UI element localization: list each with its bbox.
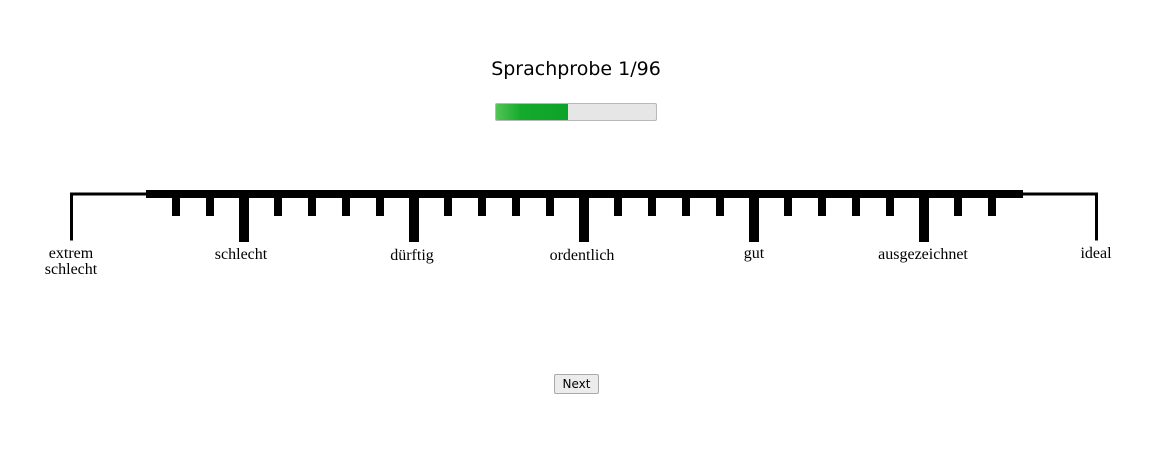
scale-minor-tick	[886, 194, 894, 216]
scale-major-tick	[919, 194, 929, 242]
scale-label-line: extrem	[48, 245, 94, 262]
scale-minor-tick	[648, 194, 656, 216]
scale-end-post-right	[1095, 192, 1098, 241]
scale-minor-tick	[988, 194, 996, 216]
scale-minor-tick	[682, 194, 690, 216]
scale-minor-tick	[716, 194, 724, 216]
scale-minor-tick	[614, 194, 622, 216]
scale-minor-tick	[342, 194, 350, 216]
scale-minor-tick	[954, 194, 962, 216]
scale-major-tick	[409, 194, 419, 242]
scale-minor-tick	[376, 194, 384, 216]
progress-fill	[496, 104, 568, 120]
scale-label-ordentlich: ordentlich	[550, 248, 615, 264]
scale-minor-tick	[308, 194, 316, 216]
scale-minor-tick	[172, 194, 180, 216]
page-title: Sprachprobe 1/96	[491, 58, 661, 80]
scale-major-tick	[579, 194, 589, 242]
scale-label-line: schlecht	[214, 246, 268, 263]
scale-outer-line-left	[71, 192, 147, 196]
scale-label-schlecht: schlecht	[215, 247, 267, 263]
scale-label-extrem-schlecht: extrem schlecht	[45, 246, 97, 278]
scale-minor-tick	[546, 194, 554, 216]
progress-bar	[495, 103, 657, 121]
scale-label-gut: gut	[744, 246, 764, 262]
scale-label-ausgezeichnet: ausgezeichnet	[878, 247, 968, 263]
scale-label-line: dürftig	[390, 247, 434, 264]
scale-minor-tick	[784, 194, 792, 216]
scale-label-line: ideal	[1080, 245, 1112, 262]
scale-minor-tick	[512, 194, 520, 216]
scale-minor-tick	[818, 194, 826, 216]
scale-label-duerftig: dürftig	[390, 248, 434, 264]
scale-minor-tick	[274, 194, 282, 216]
scale-label-line: gut	[743, 245, 765, 262]
scale-label-line: schlecht	[44, 261, 98, 278]
scale-minor-tick	[478, 194, 486, 216]
scale-label-line: ausgezeichnet	[878, 246, 968, 263]
scale-label-line: ordentlich	[549, 247, 615, 264]
scale-outer-line-right	[1022, 192, 1098, 196]
scale-label-ideal: ideal	[1080, 246, 1111, 262]
scale-major-tick	[749, 194, 759, 242]
scale-minor-tick	[444, 194, 452, 216]
next-button[interactable]: Next	[554, 374, 599, 394]
scale-minor-tick	[852, 194, 860, 216]
rating-scale[interactable]	[0, 180, 1154, 245]
scale-minor-tick	[206, 194, 214, 216]
scale-major-tick	[239, 194, 249, 242]
scale-end-post-left	[70, 192, 73, 241]
